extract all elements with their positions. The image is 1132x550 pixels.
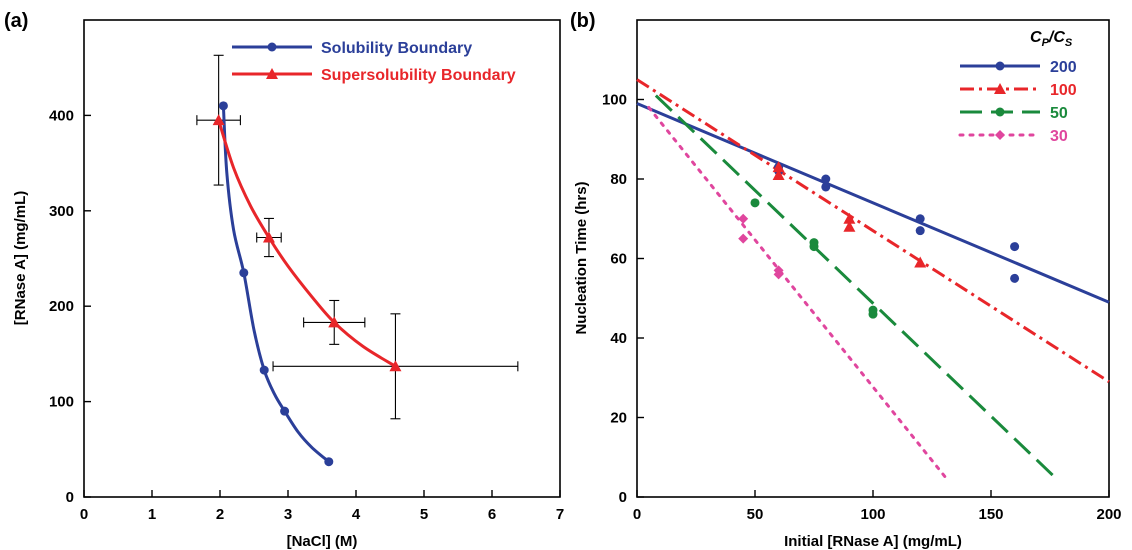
fit-line-200 bbox=[636, 102, 1110, 304]
panel-a-markers bbox=[212, 101, 402, 467]
y-tick-label-1: 100 bbox=[49, 394, 74, 411]
b-x-tick-label-1: 50 bbox=[747, 506, 764, 523]
panel-b-ticks: 0 50 100 150 200 0 20 40 60 80 100 bbox=[602, 92, 1122, 524]
solubility-point-0 bbox=[218, 101, 228, 111]
legend-title-sep: /C bbox=[1048, 29, 1065, 46]
y-tick-label-2: 200 bbox=[49, 298, 74, 315]
b-x-tick-label-3: 150 bbox=[978, 506, 1003, 523]
y-tick-label-3: 300 bbox=[49, 203, 74, 220]
panel-b-frame bbox=[636, 19, 1110, 498]
series-50-point-2 bbox=[809, 242, 819, 252]
series-100-point-4 bbox=[914, 256, 927, 268]
series-100-point-2 bbox=[843, 220, 856, 232]
series-50-point-4 bbox=[868, 309, 878, 319]
series-50-point-0 bbox=[750, 198, 760, 208]
series-30-point-0 bbox=[738, 213, 749, 224]
x-tick-label-1: 1 bbox=[148, 506, 156, 523]
supersolubility-point-3 bbox=[389, 360, 402, 372]
solubility-point-1 bbox=[239, 268, 249, 278]
x-tick-label-3: 3 bbox=[284, 506, 292, 523]
series-200-point-4 bbox=[915, 226, 925, 236]
panel-a-label: (a) bbox=[4, 10, 28, 32]
curve-solubility bbox=[221, 105, 330, 463]
panel-b-y-axis-label: Nucleation Time (hrs) bbox=[573, 181, 590, 334]
series-200-point-6 bbox=[1010, 273, 1020, 283]
legend-label-50: 50 bbox=[1050, 105, 1068, 122]
b-x-tick-label-4: 200 bbox=[1096, 506, 1121, 523]
panel-b-x-axis-label: Initial [RNase A] (mg/mL) bbox=[784, 533, 962, 550]
panel-a-curves bbox=[217, 105, 397, 463]
legend-label-solubility: Solubility Boundary bbox=[321, 40, 472, 57]
x-tick-label-0: 0 bbox=[80, 506, 88, 523]
panel-a-frame bbox=[83, 19, 561, 498]
b-y-tick-label-4: 80 bbox=[610, 171, 627, 188]
series-30-point-3 bbox=[773, 269, 784, 280]
solubility-point-3 bbox=[280, 406, 290, 416]
x-tick-label-5: 5 bbox=[420, 506, 428, 523]
legend-label-30: 30 bbox=[1050, 128, 1068, 145]
b-x-tick-label-0: 0 bbox=[633, 506, 641, 523]
legend-marker-200 bbox=[995, 61, 1005, 71]
series-100-point-1 bbox=[772, 161, 785, 173]
series-200-point-2 bbox=[821, 182, 831, 192]
solubility-point-2 bbox=[259, 365, 269, 375]
panel-b-fit-lines bbox=[636, 78, 1110, 483]
legend-marker-30 bbox=[995, 130, 1005, 140]
series-100-point-3 bbox=[843, 212, 856, 224]
x-tick-label-7: 7 bbox=[556, 506, 564, 523]
legend-marker-50 bbox=[995, 107, 1005, 117]
y-tick-label-4: 400 bbox=[49, 107, 74, 124]
supersolubility-point-1 bbox=[262, 231, 275, 243]
series-200-point-7 bbox=[1010, 242, 1020, 252]
supersolubility-point-2 bbox=[328, 316, 341, 328]
legend-title-c: C bbox=[1030, 29, 1042, 46]
b-y-tick-label-3: 60 bbox=[610, 251, 627, 268]
fit-line-30 bbox=[647, 105, 951, 483]
panel-a-x-axis-label: [NaCl] (M) bbox=[287, 533, 358, 550]
panel-b-markers bbox=[738, 161, 1020, 319]
legend-label-100: 100 bbox=[1050, 82, 1077, 99]
legend-title-sub-s: S bbox=[1065, 37, 1073, 49]
legend-marker-solubility bbox=[267, 42, 277, 52]
supersolubility-point-0 bbox=[212, 114, 225, 126]
series-100-point-0 bbox=[772, 169, 785, 181]
panel-a-legend: Solubility Boundary Supersolubility Boun… bbox=[232, 40, 516, 84]
b-y-tick-label-0: 0 bbox=[619, 489, 627, 506]
legend-label-supersolubility: Supersolubility Boundary bbox=[321, 67, 516, 84]
x-tick-label-2: 2 bbox=[216, 506, 224, 523]
b-y-tick-label-2: 40 bbox=[610, 330, 627, 347]
x-tick-label-6: 6 bbox=[488, 506, 496, 523]
panel-a-ticks: 0 1 2 3 4 5 6 7 0 100 200 300 400 bbox=[49, 107, 564, 523]
panel-b-label: (b) bbox=[570, 10, 596, 32]
series-200-point-5 bbox=[915, 214, 925, 224]
b-y-tick-label-1: 20 bbox=[610, 410, 627, 427]
panel-a-error-bars bbox=[196, 54, 519, 420]
solubility-point-4 bbox=[324, 457, 334, 467]
fit-line-100 bbox=[636, 78, 1110, 383]
legend-label-200: 200 bbox=[1050, 59, 1077, 76]
legend-title-sub-p: P bbox=[1042, 37, 1050, 49]
b-x-tick-label-2: 100 bbox=[860, 506, 885, 523]
panel-b-legend-entries: 200 100 50 30 bbox=[958, 59, 1077, 145]
x-tick-label-4: 4 bbox=[352, 506, 361, 523]
panel-a-y-axis-label: [RNase A] (mg/mL) bbox=[12, 191, 29, 325]
panel-b: (b) 0 50 100 150 200 0 20 40 60 80 100 Initial [RN… bbox=[570, 10, 1122, 550]
series-30-point-1 bbox=[738, 233, 749, 244]
y-tick-label-0: 0 bbox=[66, 489, 74, 506]
legend-marker-100 bbox=[994, 83, 1006, 94]
fit-line-50 bbox=[654, 94, 1056, 479]
series-200-point-3 bbox=[821, 174, 831, 184]
legend-title: CP/CS bbox=[1030, 29, 1073, 49]
legend-marker-supersolubility bbox=[266, 68, 278, 79]
b-y-tick-label-5: 100 bbox=[602, 92, 627, 109]
panel-b-legend: CP/CS 200 100 50 30 bbox=[958, 29, 1077, 145]
panel-a: (a) 0 1 2 3 4 5 6 7 0 100 200 300 400 [NaCl] (M) [RN… bbox=[4, 10, 564, 550]
curve-supersolubility bbox=[217, 119, 397, 368]
